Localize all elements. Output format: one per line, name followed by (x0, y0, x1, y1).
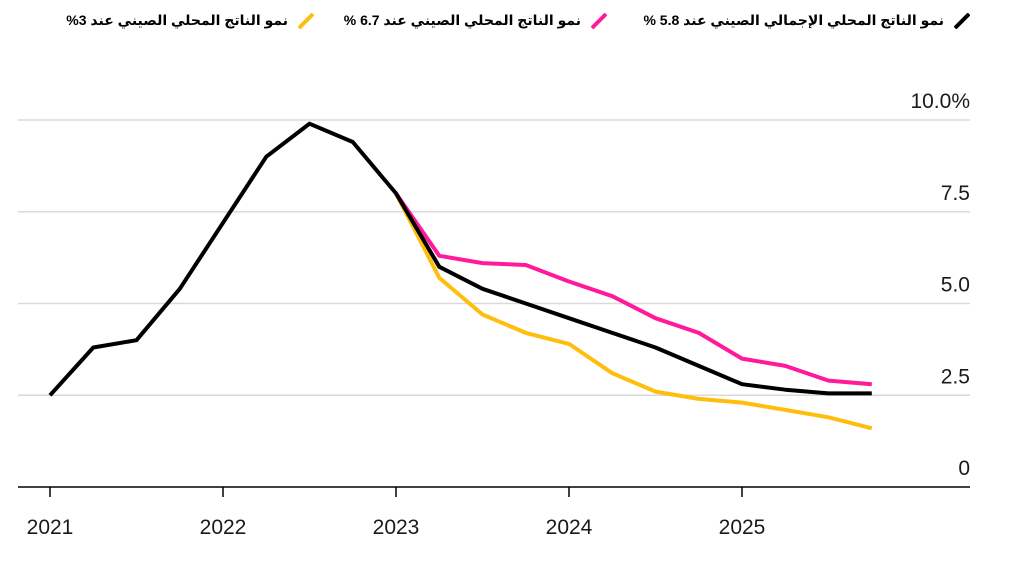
legend-item-magenta: نمو الناتج المحلي الصيني عند 6.7 % (344, 12, 609, 29)
series-line-2 (394, 192, 873, 431)
y-tick-label: 10.0% (910, 90, 970, 113)
x-tick-label: 2022 (200, 516, 247, 539)
y-tick-label: 0 (958, 457, 970, 480)
x-tick-label: 2023 (373, 516, 420, 539)
y-tick-label: 5.0 (941, 274, 970, 297)
legend-label-yellow: نمو الناتج المحلي الصيني عند 3% (66, 12, 288, 28)
legend-item-black: نمو الناتج المحلي الإجمالي الصيني عند 5.… (643, 12, 972, 29)
x-tick-label: 2024 (546, 516, 593, 539)
legend-label-black: نمو الناتج المحلي الإجمالي الصيني عند 5.… (643, 12, 944, 28)
x-tick-label: 2025 (719, 516, 766, 539)
chart-legend: نمو الناتج المحلي الإجمالي الصيني عند 5.… (0, 8, 1024, 38)
y-tick-label: 2.5 (941, 365, 970, 388)
series-line-0 (48, 121, 872, 397)
legend-label-magenta: نمو الناتج المحلي الصيني عند 6.7 % (343, 12, 581, 28)
y-tick-label: 7.5 (941, 182, 970, 205)
x-tick-label: 2021 (27, 516, 74, 539)
series-line-1 (394, 192, 872, 387)
legend-item-yellow: نمو الناتج المحلي الصيني عند 3% (66, 12, 316, 29)
